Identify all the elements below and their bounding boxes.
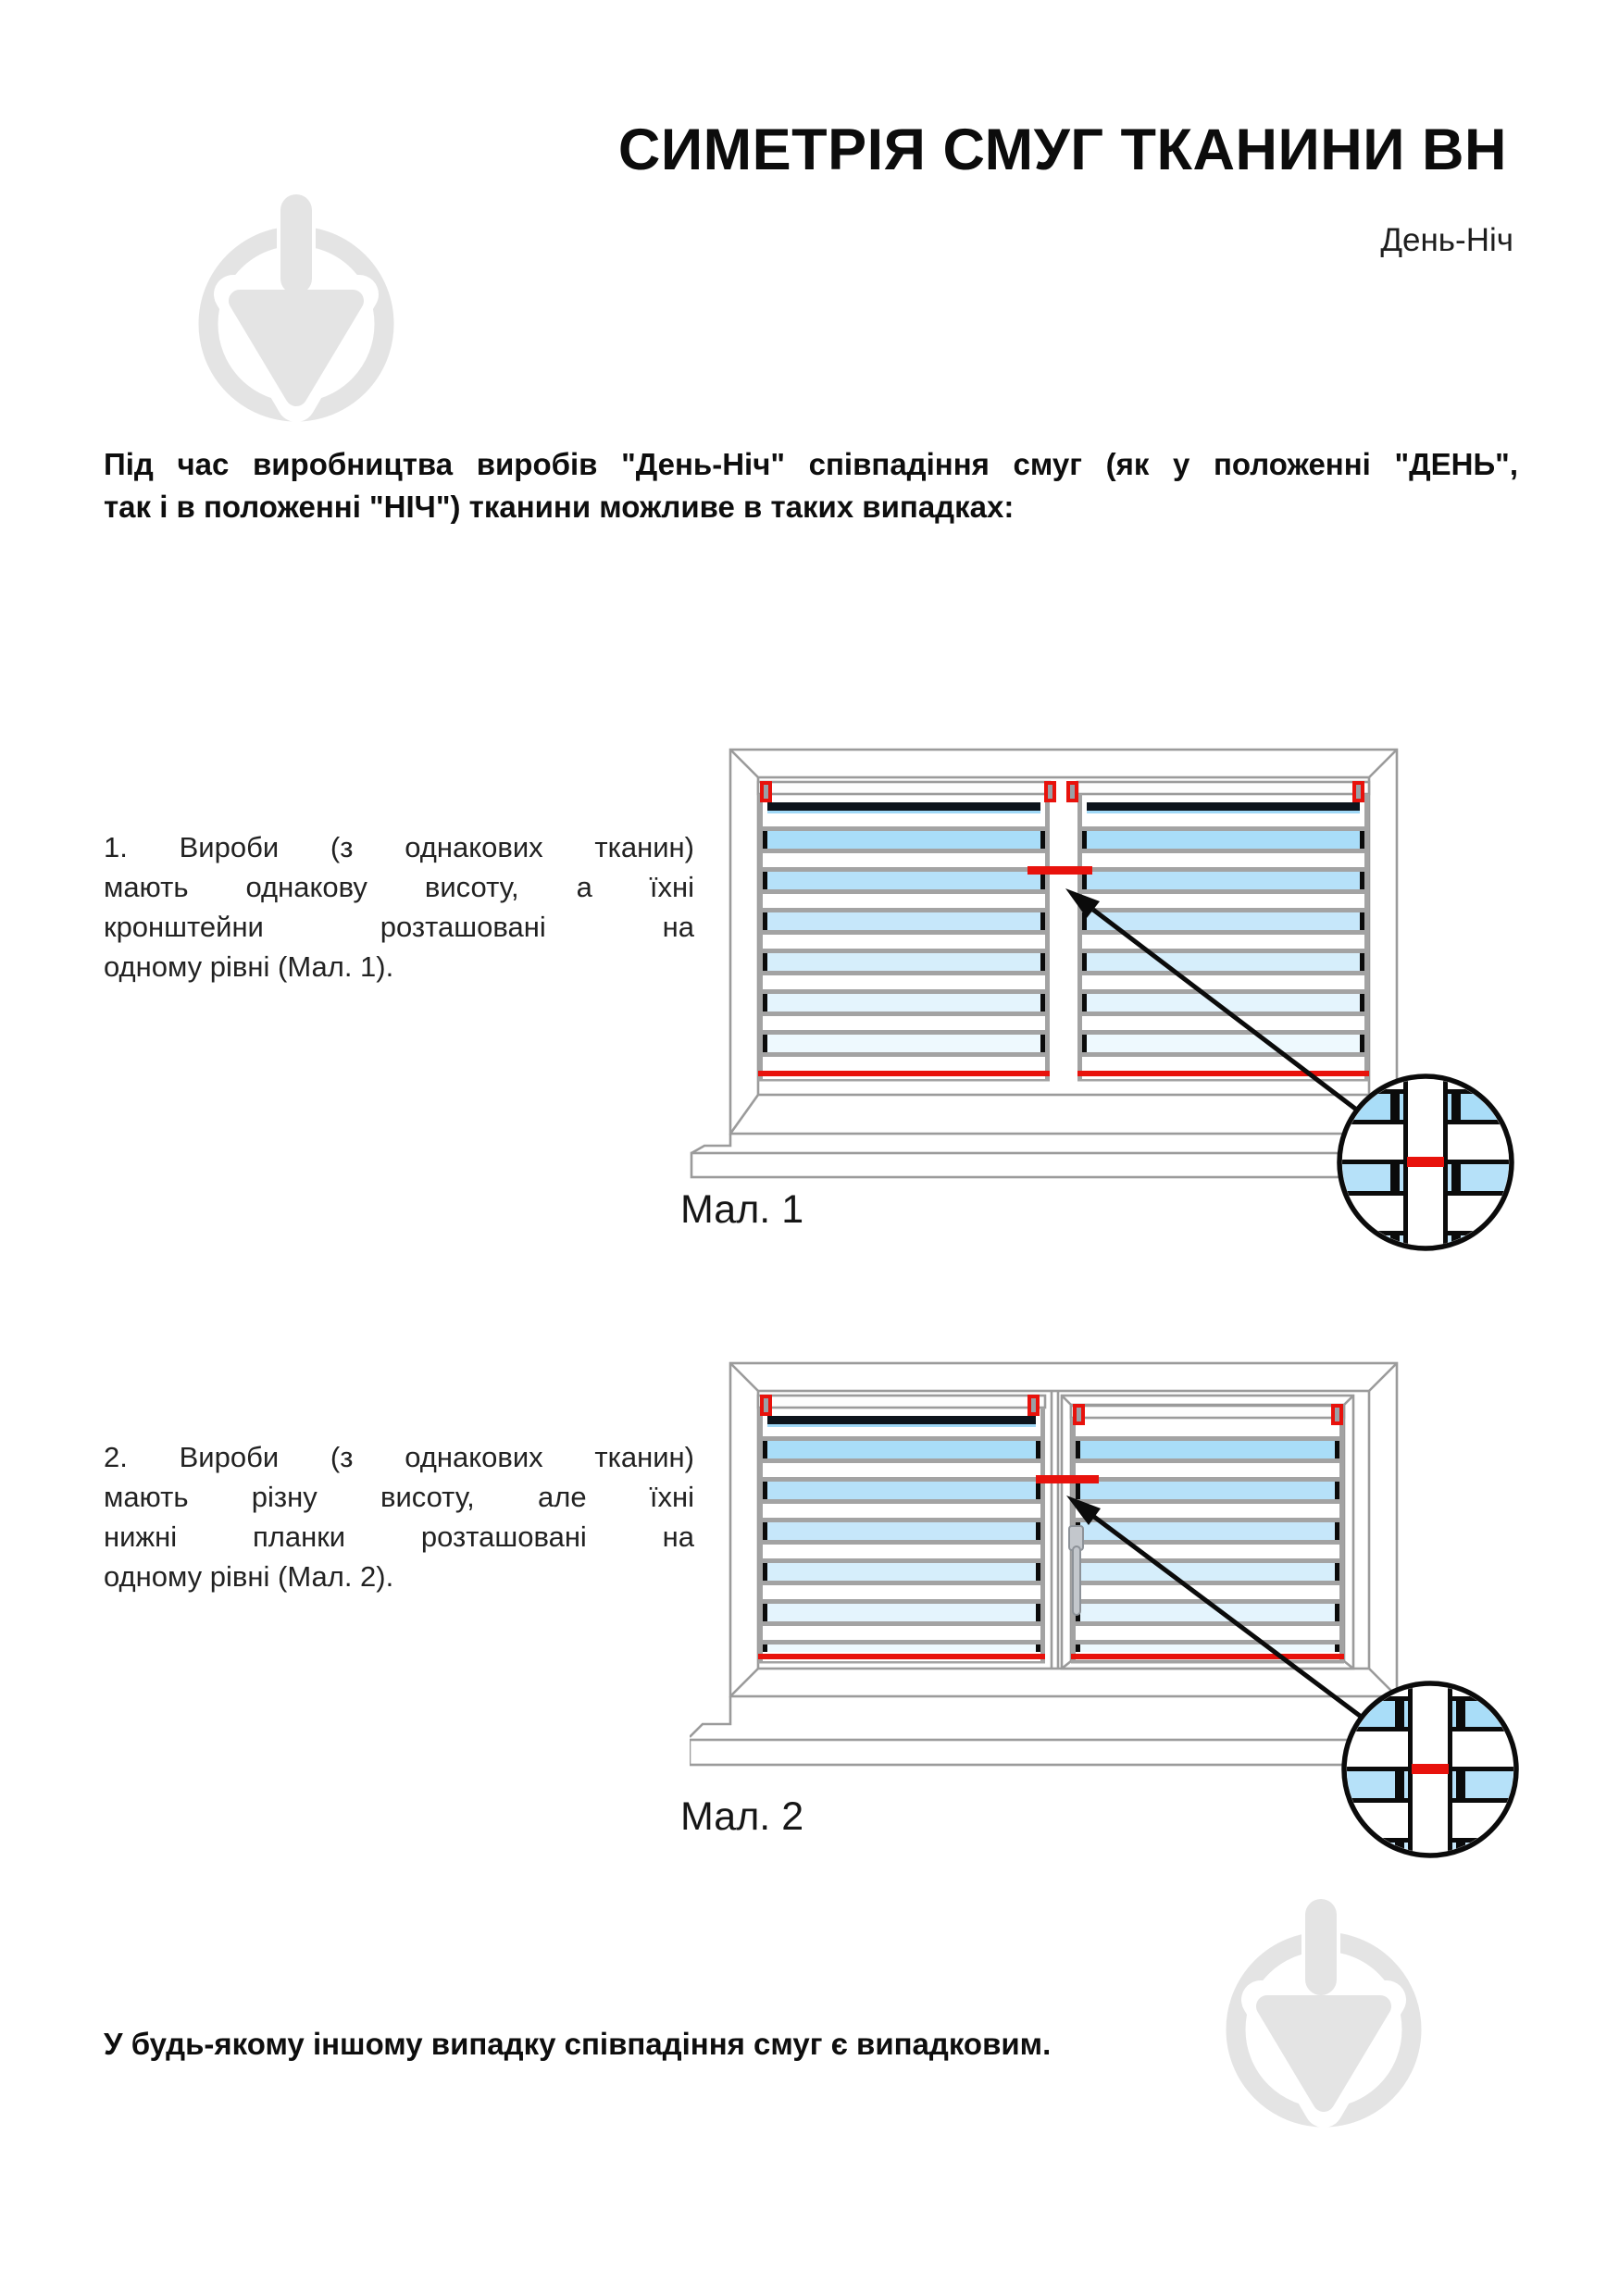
window-sill — [690, 1134, 1439, 1179]
figure-1-caption: Мал. 1 — [680, 1187, 804, 1232]
window-handle — [1068, 1525, 1084, 1616]
footer-note: У будь-якому іншому випадку співпадіння … — [104, 2027, 1052, 2061]
intro-line: так і в положенні "НІЧ") тканини можливе… — [104, 490, 1015, 524]
pointer-arrow — [1066, 1496, 1365, 1721]
magnifier-circle — [1337, 1074, 1514, 1251]
case-1-paragraph: 1. Вироби (з однакових тканин) мають одн… — [104, 827, 694, 987]
mounting-brackets — [760, 781, 1364, 802]
magnifier-circle — [1341, 1681, 1519, 1858]
pointer-arrow — [1065, 888, 1361, 1113]
intro-line: Під час виробництва виробів "День-Ніч" с… — [104, 447, 1518, 481]
stripe-junction-mark — [1027, 866, 1092, 875]
page-subtitle: День-Ніч — [1380, 222, 1513, 258]
case-2-line: нижні планки розташовані на — [104, 1520, 694, 1553]
figure-2-caption: Мал. 2 — [680, 1794, 804, 1839]
intro-paragraph: Під час виробництва виробів "День-Ніч" с… — [104, 443, 1518, 528]
case-1-line: одному рівні (Мал. 1). — [104, 950, 394, 983]
right-blind — [1069, 1404, 1346, 1664]
page-title: СИМЕТРІЯ СМУГ ТКАНИНИ ВН — [617, 118, 1507, 182]
right-blind — [1076, 780, 1371, 1082]
case-2-paragraph: 2. Вироби (з однакових тканин) мають різ… — [104, 1437, 694, 1596]
window-sill — [690, 1696, 1439, 1767]
case-2-line: 2. Вироби (з однакових тканин) — [104, 1441, 694, 1473]
case-2-line: одному рівні (Мал. 2). — [104, 1560, 394, 1593]
mounting-brackets — [760, 1395, 1343, 1425]
stripe-junction-mark — [1036, 1475, 1099, 1483]
case-1-line: мають однакову висоту, а їхні — [104, 871, 694, 903]
watermark-trowel-logo-icon — [198, 191, 394, 422]
left-blind — [756, 780, 1052, 1082]
figure-2-window-diagram — [690, 1361, 1519, 1858]
figure-1-window-diagram — [690, 748, 1514, 1251]
watermark-trowel-logo-icon — [1226, 1895, 1422, 2128]
case-1-line: кронштейни розташовані на — [104, 911, 694, 943]
case-1-line: 1. Вироби (з однакових тканин) — [104, 831, 694, 863]
left-blind — [756, 1394, 1047, 1664]
case-2-line: мають різну висоту, але їхні — [104, 1481, 694, 1513]
